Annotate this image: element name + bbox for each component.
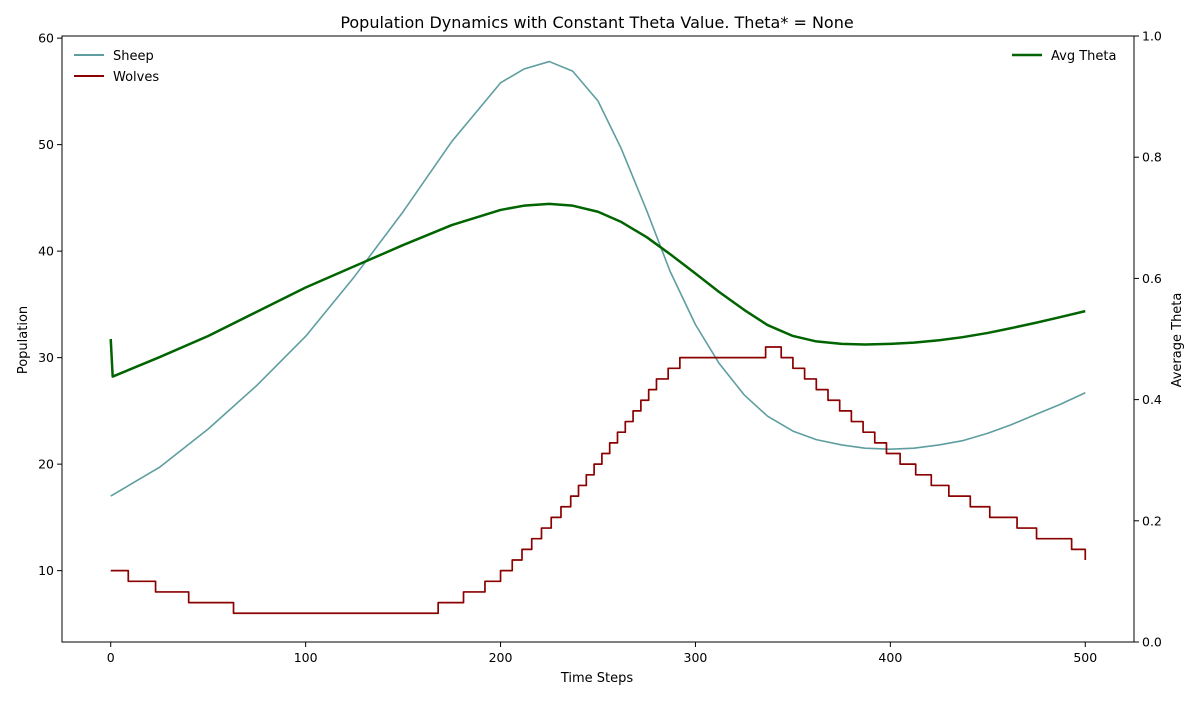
y2-tick-label: 0.2: [1142, 513, 1162, 528]
y-axis-label: Population: [16, 306, 31, 374]
x-tick-label: 200: [489, 650, 513, 665]
x-tick-label: 300: [684, 650, 708, 665]
y2-tick-label: 0.6: [1142, 271, 1162, 286]
legend-left: Sheep Wolves: [74, 49, 159, 85]
series-layer: [109, 60, 1087, 615]
x-axis-label: Time Steps: [560, 671, 634, 686]
legend-label-wolves: Wolves: [113, 70, 159, 85]
y-tick-label: 50: [38, 137, 54, 152]
series-line-wolves: [110, 346, 1087, 615]
y2-tick-label: 0.0: [1142, 635, 1162, 650]
x-tick-label: 100: [294, 650, 318, 665]
legend-right: Avg Theta: [1012, 49, 1116, 64]
y-tick-label: 40: [38, 244, 54, 259]
x-tick-label: 0: [107, 650, 115, 665]
y-tick-label: 20: [38, 457, 54, 472]
y2-axis-label: Average Theta: [1170, 293, 1185, 388]
x-axis: 0 100 200 300 400 500: [107, 642, 1097, 665]
chart-title: Population Dynamics with Constant Theta …: [340, 13, 853, 32]
legend-label-sheep: Sheep: [113, 49, 154, 64]
plot-frame: [61, 35, 1135, 643]
y-tick-label: 60: [38, 31, 54, 46]
y2-tick-label: 1.0: [1142, 29, 1162, 44]
y-axis-left: 10 20 30 40 50 60: [38, 31, 62, 578]
x-tick-label: 500: [1073, 650, 1097, 665]
series-line-sheep: [110, 60, 1086, 497]
y-tick-label: 30: [38, 350, 54, 365]
legend-label-avg-theta: Avg Theta: [1051, 49, 1116, 64]
y2-tick-label: 0.4: [1142, 392, 1162, 407]
y-axis-right: 0.0 0.2 0.4 0.6 0.8 1.0: [1134, 29, 1162, 650]
x-tick-label: 400: [878, 650, 902, 665]
y-tick-label: 10: [38, 563, 54, 578]
series-line-avg-theta: [109, 202, 1086, 378]
y2-tick-label: 0.8: [1142, 150, 1162, 165]
